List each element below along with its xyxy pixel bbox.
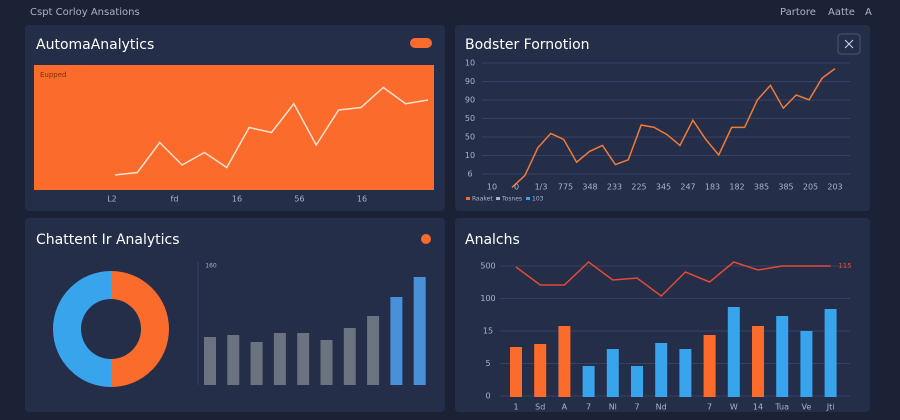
badge[interactable] (410, 38, 432, 48)
x-tick-label: 183 (705, 183, 720, 192)
panel-title: Chattent Ir Analytics (36, 232, 180, 248)
legend-swatch (496, 197, 500, 200)
x-tick-label: 247 (680, 183, 695, 192)
x-tick-label: 56 (294, 195, 304, 204)
panel-title: Bodster Fornotion (465, 37, 590, 53)
bar (320, 340, 333, 385)
bar (824, 309, 837, 397)
x-tick-label: Sd (535, 403, 545, 412)
x-tick-label: L2 (107, 195, 117, 204)
donut-slice (53, 271, 111, 387)
bar (606, 349, 619, 397)
bar (655, 343, 668, 397)
x-tick-label: Nl (609, 403, 617, 412)
line-label: 115 (838, 262, 851, 270)
bar (752, 326, 764, 397)
x-tick-label: 0 (514, 183, 519, 192)
bar (413, 277, 426, 385)
x-tick-label: 10 (487, 183, 497, 192)
x-tick-label: A (562, 403, 568, 412)
bar (343, 328, 356, 385)
y-tick-label: 10 (465, 59, 475, 68)
bar (631, 366, 643, 397)
x-tick-label: fd (171, 195, 179, 204)
x-tick-label: 16 (357, 195, 367, 204)
bar (727, 307, 740, 397)
bar-label: 160 (205, 263, 217, 270)
x-tick-label: 385 (778, 183, 793, 192)
bar (703, 335, 716, 397)
close-button[interactable] (837, 33, 861, 55)
x-tick-label: 233 (607, 183, 622, 192)
x-tick-label: 14 (753, 403, 763, 412)
x-tick-label: 385 (754, 183, 769, 192)
bar (558, 326, 571, 397)
y-tick-label: 5 (485, 359, 490, 368)
x-tick-label: Nd (656, 403, 667, 412)
x-tick-label: 225 (631, 183, 646, 192)
x-tick-label: 345 (656, 183, 671, 192)
x-tick-label: 7 (707, 403, 712, 412)
bar (534, 344, 547, 397)
line (515, 261, 831, 297)
bar (204, 337, 216, 385)
bar (367, 316, 380, 385)
bar (510, 347, 522, 397)
legend-label: Tosnes (501, 196, 522, 203)
line (114, 86, 429, 176)
y-tick-label: 15 (483, 327, 493, 336)
x-tick-label: 348 (582, 183, 597, 192)
app-title: Cspt Corloy Ansations (30, 7, 140, 18)
panel-title: Analchs (465, 232, 520, 248)
x-tick-label: 7 (586, 403, 591, 412)
close-icon (844, 39, 854, 49)
x-tick-label: 7 (634, 403, 639, 412)
status-dot (421, 234, 431, 244)
nav-link[interactable]: Partore (780, 7, 816, 18)
bar (582, 366, 595, 397)
y-tick-label: 50 (465, 114, 475, 123)
bar (800, 331, 813, 397)
x-tick-label: 203 (827, 183, 842, 192)
chart-label: Eupped (40, 71, 67, 79)
x-tick-label: 1 (513, 403, 518, 412)
y-tick-label: 6 (467, 170, 472, 179)
bar (273, 333, 286, 385)
chart-area (34, 65, 434, 190)
bar (297, 333, 310, 385)
y-tick-label: 90 (465, 96, 475, 105)
bar (227, 335, 240, 385)
x-tick-label: Tua (774, 403, 789, 412)
bar (250, 342, 263, 385)
y-tick-label: 0 (485, 392, 490, 401)
legend-label: Raaket (472, 196, 493, 203)
line (511, 67, 836, 188)
panel-title: AutomaAnalytics (36, 37, 154, 53)
x-tick-label: 775 (558, 183, 573, 192)
legend-label: 103 (532, 196, 544, 203)
nav-link[interactable]: Aatte (828, 7, 855, 18)
x-tick-label: 205 (803, 183, 818, 192)
donut-slice (111, 271, 169, 387)
x-tick-label: Jti (826, 403, 835, 412)
y-tick-label: 100 (480, 294, 495, 303)
x-tick-label: W (730, 403, 738, 412)
x-tick-label: 1/3 (535, 183, 548, 192)
legend-swatch (466, 197, 470, 200)
bar (679, 349, 692, 397)
y-tick-label: 500 (480, 262, 495, 271)
y-tick-label: 10 (465, 151, 475, 160)
nav-link[interactable]: A (865, 7, 872, 18)
x-tick-label: 16 (232, 195, 242, 204)
bar (390, 297, 403, 385)
x-tick-label: Ve (802, 403, 812, 412)
legend-swatch (526, 197, 530, 200)
y-tick-label: 50 (465, 133, 475, 142)
x-tick-label: 182 (729, 183, 744, 192)
bar (776, 316, 789, 397)
y-tick-label: 90 (465, 77, 475, 86)
